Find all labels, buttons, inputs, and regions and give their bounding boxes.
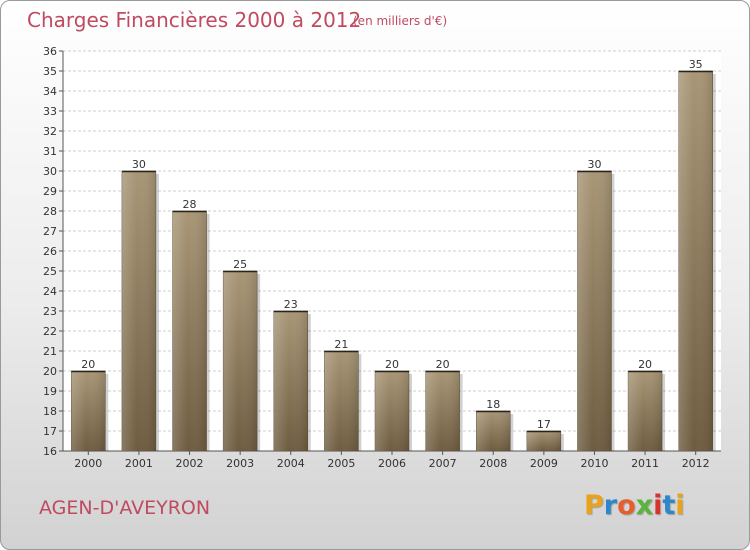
x-tick-label-2006: 2006 xyxy=(378,457,406,470)
data-label-2007: 20 xyxy=(436,358,450,371)
y-tick-label: 35 xyxy=(43,65,57,78)
x-tick-label-2002: 2002 xyxy=(176,457,204,470)
logo-letter: P xyxy=(584,490,604,521)
bar-shine xyxy=(71,371,106,451)
bar-shine xyxy=(425,371,460,451)
y-tick-label: 34 xyxy=(43,85,57,98)
data-label-2001: 30 xyxy=(132,158,146,171)
data-label-2004: 23 xyxy=(284,298,298,311)
bar-shine xyxy=(375,371,409,451)
bar-shine xyxy=(273,311,308,451)
data-label-2005: 21 xyxy=(334,338,348,351)
y-tick-label: 23 xyxy=(43,305,57,318)
data-label-2003: 25 xyxy=(233,258,247,271)
logo-letter: i xyxy=(675,490,685,521)
y-tick-label: 26 xyxy=(43,245,57,258)
chart-title: Charges Financières 2000 à 2012 xyxy=(27,8,362,32)
y-tick-label: 18 xyxy=(43,405,57,418)
bar-shine xyxy=(324,351,359,451)
x-tick-label-2007: 2007 xyxy=(429,457,457,470)
y-tick-label: 19 xyxy=(43,385,57,398)
x-tick-label-2011: 2011 xyxy=(631,457,659,470)
y-tick-label: 29 xyxy=(43,185,57,198)
y-tick-label: 36 xyxy=(43,45,57,58)
bar-shine xyxy=(476,411,511,451)
bar-shine xyxy=(121,171,156,451)
proxiti-logo: Proxiti xyxy=(584,490,685,521)
y-tick-label: 16 xyxy=(43,445,57,458)
bar-shine xyxy=(172,211,207,451)
data-label-2006: 20 xyxy=(385,358,399,371)
x-tick-label-2001: 2001 xyxy=(125,457,153,470)
y-tick-label: 31 xyxy=(43,145,57,158)
x-tick-label-2005: 2005 xyxy=(327,457,355,470)
logo-letter: o xyxy=(617,490,636,521)
y-tick-label: 33 xyxy=(43,105,57,118)
x-tick-label-2012: 2012 xyxy=(682,457,710,470)
x-tick-label-2000: 2000 xyxy=(74,457,102,470)
bar-shine xyxy=(678,71,713,451)
bar-shine xyxy=(526,431,561,451)
data-label-2009: 17 xyxy=(537,418,551,431)
data-label-2010: 30 xyxy=(587,158,601,171)
logo-letter: i xyxy=(653,490,663,521)
y-tick-label: 30 xyxy=(43,165,57,178)
x-tick-label-2009: 2009 xyxy=(530,457,558,470)
y-tick-label: 24 xyxy=(43,285,57,298)
bar-shine xyxy=(628,371,663,451)
y-tick-label: 25 xyxy=(43,265,57,278)
data-label-2011: 20 xyxy=(638,358,652,371)
x-tick-label-2003: 2003 xyxy=(226,457,254,470)
commune-name: AGEN-D'AVEYRON xyxy=(39,497,211,519)
data-label-2012: 35 xyxy=(689,58,703,71)
y-tick-label: 22 xyxy=(43,325,57,338)
y-tick-label: 32 xyxy=(43,125,57,138)
bar-shine xyxy=(223,271,258,451)
y-tick-label: 17 xyxy=(43,425,57,438)
y-tick-label: 21 xyxy=(43,345,57,358)
data-label-2000: 20 xyxy=(81,358,95,371)
x-tick-label-2008: 2008 xyxy=(479,457,507,470)
logo-letter: r xyxy=(603,490,618,521)
y-tick-label: 28 xyxy=(43,205,57,218)
bar-shine xyxy=(577,171,612,451)
chart-subtitle: (en milliers d'€) xyxy=(353,14,448,28)
x-tick-label-2004: 2004 xyxy=(277,457,305,470)
y-tick-label: 20 xyxy=(43,365,57,378)
data-label-2008: 18 xyxy=(486,398,500,411)
logo-letter: t xyxy=(662,490,676,521)
logo-letter: x xyxy=(635,490,654,521)
data-label-2002: 28 xyxy=(183,198,197,211)
y-tick-label: 27 xyxy=(43,225,57,238)
x-tick-label-2010: 2010 xyxy=(580,457,608,470)
